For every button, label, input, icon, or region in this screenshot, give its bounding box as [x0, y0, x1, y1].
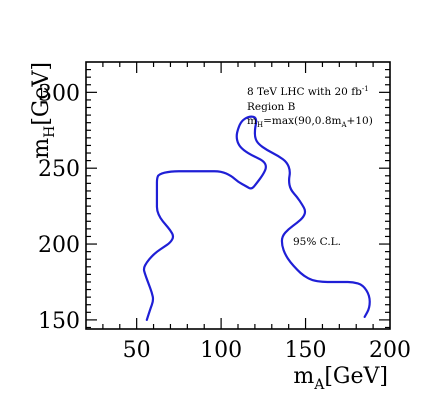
annotation-mass-relation-m: m	[247, 115, 257, 127]
y-axis-label: mH[GeV]	[29, 62, 58, 159]
y-axis-label-sub: H	[42, 126, 58, 138]
ticks-layer: 50 100 150 200 150 200 250 300	[38, 62, 411, 363]
x-axis-label-sub: A	[313, 377, 325, 393]
annotation-mass-relation-text: =max(90,0.8m	[263, 115, 341, 127]
annotation-lhc-sup: -1	[362, 85, 369, 93]
series-layer	[142, 115, 371, 321]
y-tick-label: 200	[38, 233, 80, 258]
x-axis-label-unit: [GeV]	[324, 364, 388, 389]
annotation-mass-relation-sub-a: A	[340, 121, 347, 129]
annotation-lhc: 8 TeV LHC with 20 fb-1	[247, 85, 369, 98]
text-layer: mA[GeV]mH[GeV] 8 TeV LHC with 20 fb-1Regi…	[29, 62, 388, 393]
annotation-cl: 95% C.L.	[293, 236, 341, 248]
y-tick-label: 150	[38, 309, 80, 334]
annotation-mass-relation-end: +10)	[347, 115, 373, 127]
y-tick-label: 300	[38, 81, 80, 106]
y-axis-label-main: m	[29, 138, 54, 159]
contour-line	[142, 115, 371, 321]
x-axis-label-main: m	[293, 364, 314, 389]
x-tick-label: 100	[200, 338, 242, 363]
annotation-mass-relation-sub-h: H	[257, 121, 263, 129]
y-tick-label: 250	[38, 157, 80, 182]
annotation-mass-relation: mH=max(90,0.8mA+10)	[247, 115, 373, 129]
x-tick-label: 50	[123, 338, 151, 363]
annotation-lhc-text: 8 TeV LHC with 20 fb	[247, 86, 362, 98]
x-tick-label: 200	[369, 338, 411, 363]
annotation-region: Region B	[247, 101, 296, 113]
plot-frame	[85, 61, 391, 330]
x-tick-label: 150	[285, 338, 327, 363]
plot-frame-layer	[85, 61, 391, 330]
y-axis-label-unit: [GeV]	[29, 62, 54, 126]
x-axis-label: mA[GeV]	[293, 364, 388, 393]
